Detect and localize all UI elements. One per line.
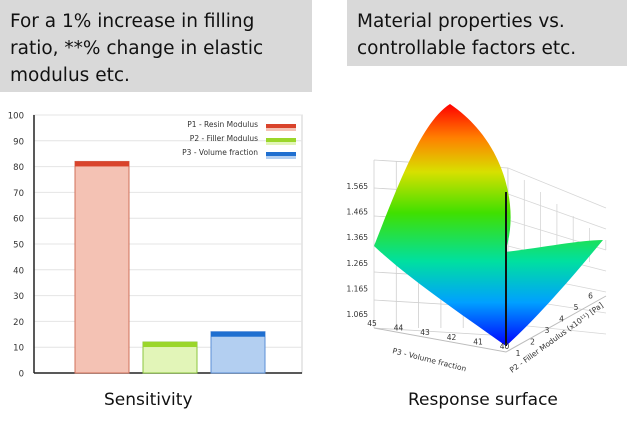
back-wall-gridline (373, 327, 509, 337)
y-tick-label: 40 (13, 266, 24, 276)
legend-swatch (266, 152, 296, 156)
floor-outline (373, 295, 607, 353)
y-tick-label: 5 (574, 303, 579, 312)
y-tick-label: 3 (545, 326, 550, 335)
y-tick-label: 100 (8, 112, 24, 122)
legend-swatch (266, 138, 296, 142)
x-tick-label: 44 (394, 324, 404, 333)
x-axis-label: P3 - Volume fraction (392, 346, 468, 373)
bar-p1 (74, 160, 130, 374)
legend-swatch-light (266, 156, 296, 159)
bar-cap-p3 (211, 331, 265, 337)
legend-label: P3 - Volume fraction (182, 148, 258, 157)
y-tick-label: 4 (559, 315, 564, 324)
legend-label: P2 - Filler Modulus (190, 134, 258, 143)
bar-p3 (210, 331, 266, 374)
callout-sensitivity-note: For a 1% increase in filling ratio, **% … (0, 0, 312, 92)
x-tick-label: 45 (367, 319, 377, 328)
y-tick-label: 70 (13, 189, 24, 199)
x-tick-label: 40 (500, 342, 510, 351)
legend-swatch-light (266, 142, 296, 145)
bar-cap-p1 (75, 161, 129, 167)
y-tick-label: 90 (13, 137, 24, 147)
x-tick-label: 42 (447, 333, 457, 342)
y-tick-label: 80 (13, 163, 24, 173)
y-tick-label: 0 (19, 370, 24, 380)
z-tick-label: 1.065 (347, 310, 369, 319)
z-tick-label: 1.565 (347, 182, 369, 191)
z-tick-label: 1.265 (347, 259, 369, 268)
y-tick-label: 50 (13, 241, 24, 251)
x-tick-label: 43 (420, 328, 430, 337)
bar-p2 (142, 341, 198, 374)
legend-label: P1 - Resin Modulus (187, 120, 258, 129)
legend-swatch-light (266, 128, 296, 131)
y-tick-label: 20 (13, 318, 24, 328)
y-tick-label: 6 (588, 292, 593, 301)
z-tick-label: 1.165 (347, 284, 369, 293)
y-tick-label: 60 (13, 215, 24, 225)
bar-cap-p2 (143, 342, 197, 348)
callout-response-note: Material properties vs. controllable fac… (347, 0, 627, 66)
x-tick-label: 41 (473, 337, 483, 346)
y-tick-label: 10 (13, 344, 24, 354)
z-tick-label: 1.365 (347, 233, 369, 242)
y-tick-label: 2 (530, 338, 535, 347)
y-tick-label: 30 (13, 292, 24, 302)
caption-sensitivity: Sensitivity (104, 390, 193, 410)
legend-swatch (266, 124, 296, 128)
caption-response-surface: Response surface (408, 390, 558, 410)
side-wall-gridline (507, 167, 607, 209)
sensitivity-chart: 0 10 20 30 40 50 60 70 80 90 100 P1 - Resin Modulu… (8, 112, 303, 380)
response-surface (374, 104, 603, 346)
y-tick-label: 1 (516, 349, 521, 358)
z-tick-label: 1.465 (347, 208, 369, 217)
